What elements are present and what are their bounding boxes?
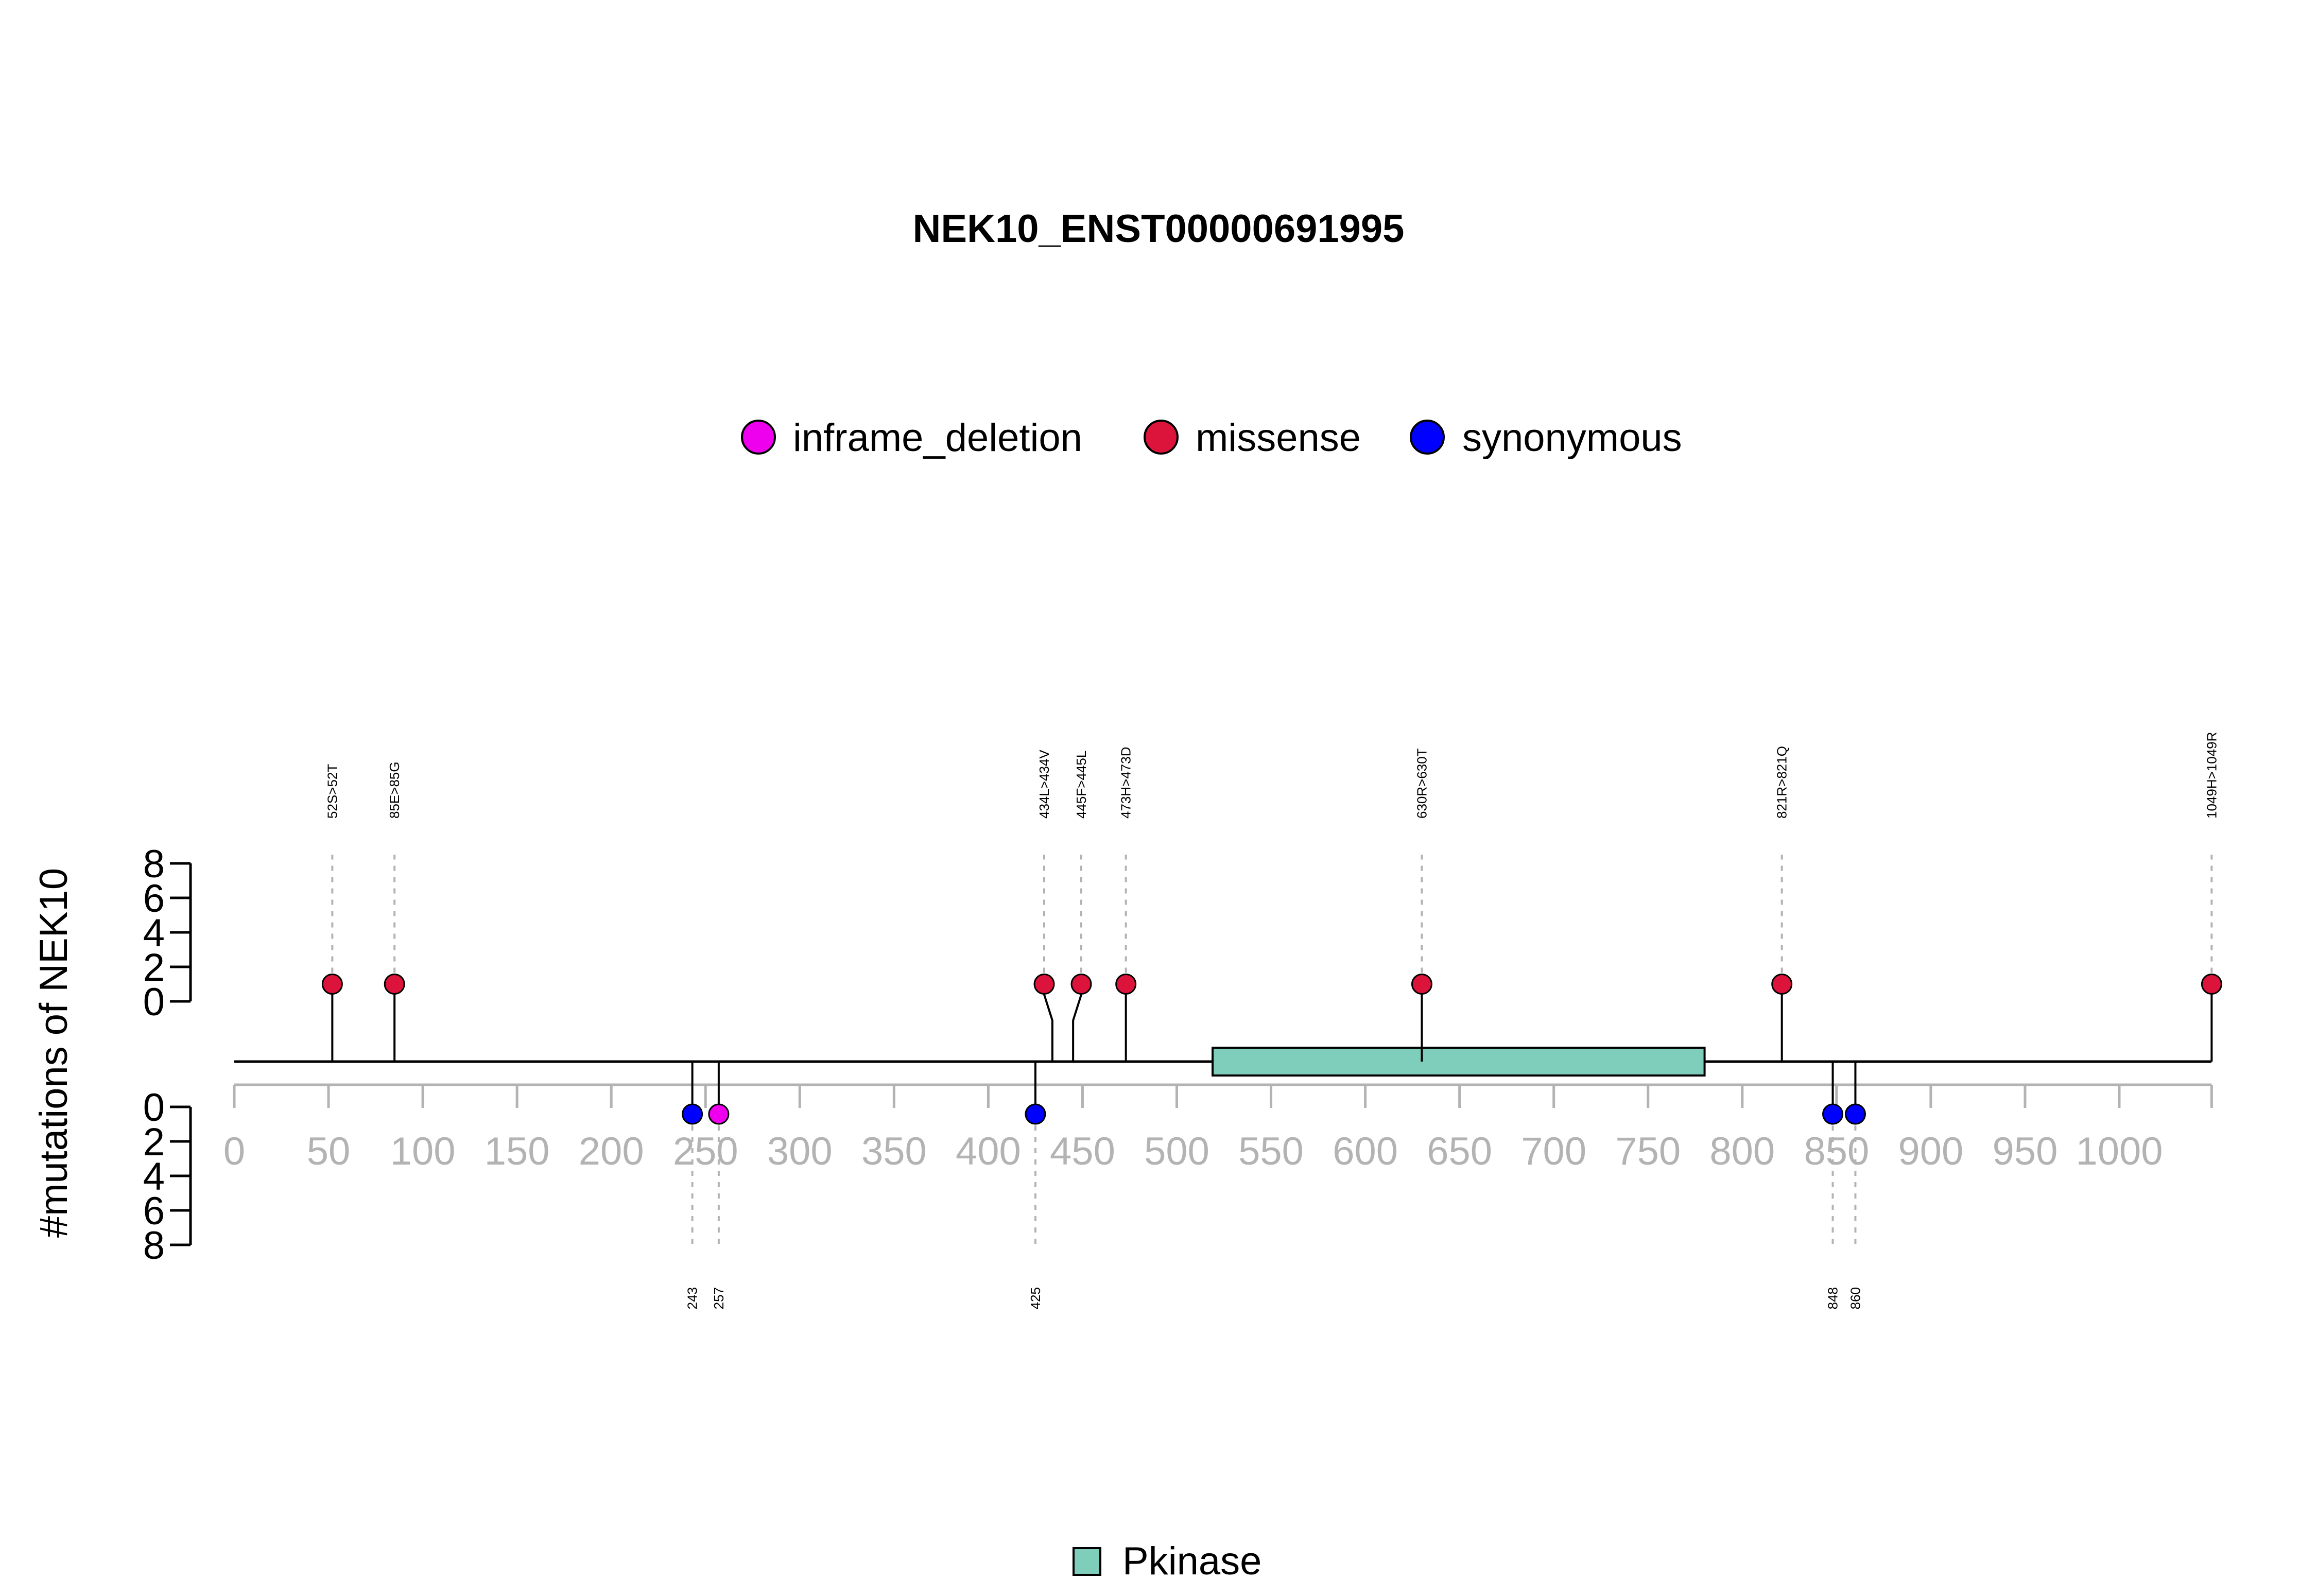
y-tick-label: 0 bbox=[143, 1086, 165, 1130]
mutation-position-label: 860 bbox=[1847, 1287, 1863, 1309]
x-tick-label: 150 bbox=[485, 1130, 550, 1173]
mutation-point bbox=[682, 1103, 703, 1125]
x-tick-label: 900 bbox=[1898, 1130, 1963, 1173]
x-axis: 0 50 100 150 200 250 300 350 400 450 500 550 600 650 7… bbox=[223, 1083, 2213, 1173]
x-tick-label: 600 bbox=[1333, 1130, 1398, 1173]
mutation-point bbox=[1844, 1103, 1866, 1125]
x-tick-label: 800 bbox=[1709, 1130, 1775, 1173]
mutation-position-label: 257 bbox=[711, 1287, 727, 1309]
mutation-point bbox=[1822, 1103, 1844, 1125]
domain-legend: Pkinase bbox=[1073, 1539, 1261, 1583]
mutation-label: 630R>630T bbox=[1414, 748, 1429, 819]
x-tick-label: 550 bbox=[1238, 1130, 1304, 1173]
x-tick-label: 750 bbox=[1615, 1130, 1681, 1173]
legend: inframe_deletion missense synonymous bbox=[741, 416, 1682, 460]
mutation-stem bbox=[1072, 984, 1083, 1062]
x-tick-label: 200 bbox=[579, 1130, 644, 1173]
legend-marker-missense bbox=[1144, 420, 1179, 455]
domain-legend-swatch bbox=[1073, 1547, 1101, 1576]
mutation-point bbox=[1771, 974, 1793, 995]
legend-label-synonymous: synonymous bbox=[1462, 416, 1682, 460]
mutation-position-label: 425 bbox=[1028, 1287, 1043, 1309]
legend-label-inframe-deletion: inframe_deletion bbox=[793, 416, 1082, 460]
x-tick-label: 400 bbox=[956, 1130, 1021, 1173]
y-tick-label: 8 bbox=[143, 842, 165, 886]
y-tick-label: 0 bbox=[143, 980, 165, 1024]
mutation-label: 821R>821Q bbox=[1774, 746, 1790, 819]
mutation-position-label: 243 bbox=[685, 1287, 700, 1309]
x-tick-label: 450 bbox=[1050, 1130, 1115, 1173]
mutation-label: 473H>473D bbox=[1118, 747, 1134, 819]
y-tick-label: 6 bbox=[143, 877, 165, 921]
x-tick-label: 250 bbox=[673, 1130, 738, 1173]
x-tick-label: 650 bbox=[1427, 1130, 1492, 1173]
mutation-label: 85E>85G bbox=[387, 761, 402, 819]
y-tick-label: 8 bbox=[143, 1224, 165, 1268]
mutation-point bbox=[1115, 974, 1137, 995]
x-tick-label: 300 bbox=[767, 1130, 833, 1173]
x-tick-label: 700 bbox=[1521, 1130, 1586, 1173]
mutation-point bbox=[1411, 974, 1432, 995]
mutation-point bbox=[1033, 974, 1055, 995]
mutation-point bbox=[321, 974, 343, 995]
x-tick-label: 500 bbox=[1144, 1130, 1209, 1173]
x-tick-label: 0 bbox=[223, 1130, 245, 1173]
mutations-top: 52S>52T 85E>85G 434L>434V 445F>445L 473H>473… bbox=[321, 732, 2222, 1062]
y-axis-label: #mutations of NEK10 bbox=[32, 868, 76, 1238]
mutation-point bbox=[708, 1103, 730, 1125]
domain-pkinase bbox=[1212, 1047, 1706, 1077]
mutation-point bbox=[2201, 974, 2222, 995]
mutation-stem bbox=[1043, 984, 1053, 1062]
x-tick-label: 350 bbox=[861, 1130, 927, 1173]
y-tick-label: 2 bbox=[143, 946, 165, 990]
x-tick-label: 950 bbox=[1993, 1130, 2058, 1173]
mutation-label: 52S>52T bbox=[324, 764, 340, 819]
x-tick-label: 1000 bbox=[2076, 1130, 2163, 1173]
chart-title: NEK10_ENST00000691995 bbox=[913, 207, 1405, 251]
mutation-label: 434L>434V bbox=[1036, 750, 1052, 819]
legend-label-missense: missense bbox=[1196, 416, 1361, 460]
y-tick-label: 2 bbox=[143, 1120, 165, 1164]
y-tick-label: 4 bbox=[143, 1155, 165, 1199]
domain-legend-label: Pkinase bbox=[1122, 1539, 1261, 1583]
mutation-label: 1049H>1049R bbox=[2204, 732, 2219, 819]
domain-layer bbox=[1212, 1047, 1706, 1077]
x-tick-label: 100 bbox=[390, 1130, 456, 1173]
legend-marker-synonymous bbox=[1410, 420, 1445, 455]
mutation-point bbox=[1025, 1103, 1046, 1125]
y-tick-label: 6 bbox=[143, 1189, 165, 1233]
x-tick-label: 50 bbox=[307, 1130, 351, 1173]
mutation-label: 445F>445L bbox=[1074, 751, 1089, 819]
mutation-point bbox=[384, 974, 405, 995]
mutations-bottom: 243 257 425 848 860 bbox=[682, 1062, 1866, 1309]
legend-marker-inframe-deletion bbox=[741, 420, 776, 455]
mutation-point bbox=[1070, 974, 1092, 995]
x-tick-label: 850 bbox=[1804, 1130, 1869, 1173]
mutation-position-label: 848 bbox=[1825, 1287, 1841, 1309]
y-tick-label: 4 bbox=[143, 911, 165, 955]
